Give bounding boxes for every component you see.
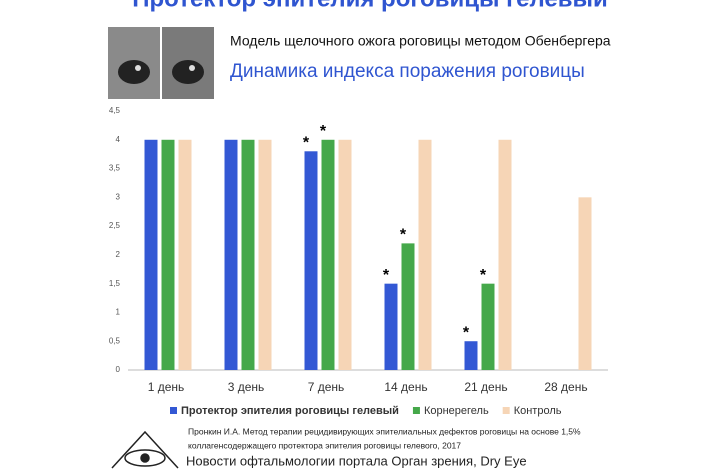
y-tick-label: 4,5 — [109, 106, 121, 115]
bar — [418, 139, 432, 370]
bar — [321, 139, 335, 370]
legend-swatch — [412, 407, 420, 414]
chart-title: Динамика индекса поражения роговицы — [230, 61, 585, 82]
legend-label: Корнерегель — [424, 405, 489, 417]
x-tick-label: 7 день — [308, 380, 345, 394]
bar — [178, 139, 192, 370]
y-tick-label: 3 — [116, 192, 121, 201]
reference: коллагенсодержащего протектора эпителия … — [188, 440, 461, 450]
bar — [161, 139, 175, 370]
reference: Пронкин И.А. Метод терапии рецидивирующи… — [188, 426, 581, 436]
y-tick-label: 0 — [116, 365, 121, 374]
logo — [111, 430, 179, 469]
y-tick-label: 0,5 — [109, 336, 121, 345]
bar — [304, 151, 318, 370]
bar — [578, 197, 592, 370]
bar — [241, 139, 255, 370]
value-label: * — [303, 135, 310, 152]
bar — [258, 139, 272, 370]
bar — [384, 283, 398, 370]
value-label: * — [400, 227, 407, 244]
value-label: * — [463, 324, 470, 341]
legend-swatch — [170, 407, 177, 414]
x-tick-label: 1 день — [148, 380, 185, 394]
y-tick-label: 2 — [116, 250, 121, 259]
portal-name: Новости офтальмологии портала Орган зрен… — [186, 453, 527, 468]
y-tick-label: 1 — [116, 308, 121, 317]
value-label: * — [480, 267, 487, 284]
legend-swatch — [502, 407, 510, 414]
bar — [498, 139, 512, 370]
bar — [144, 139, 158, 370]
eye-photos — [108, 27, 214, 99]
subtitle: Модель щелочного ожога роговицы методом … — [230, 33, 611, 49]
value-label: * — [383, 267, 390, 284]
bar — [224, 139, 238, 370]
x-tick-label: 3 день — [228, 380, 265, 394]
y-tick-label: 1,5 — [109, 279, 121, 288]
value-label: * — [320, 123, 327, 140]
slide-title: Протектор эпителия роговицы гелевый — [132, 0, 608, 12]
bar — [401, 243, 415, 370]
y-tick-label: 2,5 — [109, 221, 121, 230]
legend-label: Контроль — [514, 405, 562, 417]
legend-label: Протектор эпителия роговицы гелевый — [181, 405, 399, 417]
y-tick-label: 4 — [116, 135, 121, 144]
x-tick-label: 28 день — [544, 380, 587, 394]
x-tick-label: 14 день — [384, 380, 427, 394]
bar — [464, 341, 478, 370]
bar — [338, 139, 352, 370]
y-tick-label: 3,5 — [109, 164, 121, 173]
x-tick-label: 21 день — [464, 380, 507, 394]
bar — [481, 283, 495, 370]
